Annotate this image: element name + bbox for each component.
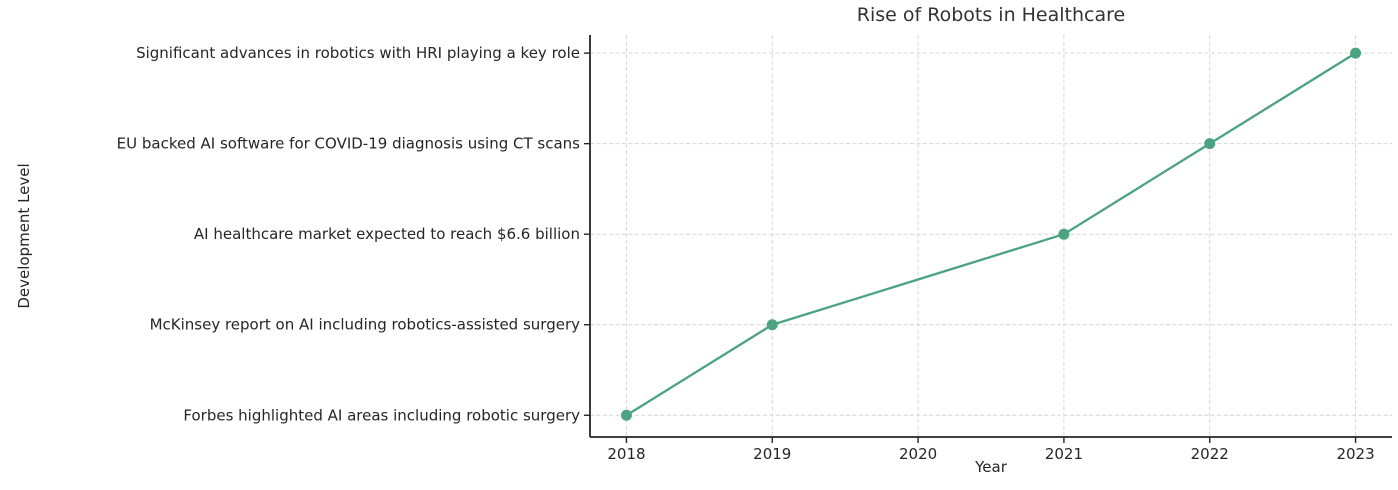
data-point-marker <box>766 319 778 331</box>
data-point-marker <box>620 409 632 421</box>
y-tick-label: Significant advances in robotics with HR… <box>136 44 580 62</box>
x-axis-label: Year <box>975 458 1007 476</box>
y-tick-label: EU backed AI software for COVID-19 diagn… <box>117 135 581 153</box>
y-tick-label: AI healthcare market expected to reach $… <box>194 225 580 243</box>
data-point-marker <box>1204 138 1216 150</box>
x-tick-label: 2023 <box>1336 445 1374 463</box>
tick-label-layer: 2018 2019 2020 2021 2022 2023 Forbes highlight… <box>117 44 1375 463</box>
data-point-marker <box>1350 47 1362 59</box>
x-tick-label: 2020 <box>899 445 937 463</box>
y-tick-label: McKinsey report on AI including robotics… <box>150 316 581 334</box>
x-tick-label: 2022 <box>1191 445 1229 463</box>
grid-layer <box>590 35 1392 437</box>
x-tick-label: 2021 <box>1045 445 1083 463</box>
x-tick-label: 2019 <box>753 445 791 463</box>
data-point-marker <box>1058 228 1070 240</box>
data-series-layer <box>620 47 1362 421</box>
y-tick-label: Forbes highlighted AI areas including ro… <box>183 406 580 424</box>
axis-layer <box>584 35 1392 443</box>
x-tick-label: 2018 <box>607 445 645 463</box>
chart-title: Rise of Robots in Healthcare <box>856 4 1126 26</box>
